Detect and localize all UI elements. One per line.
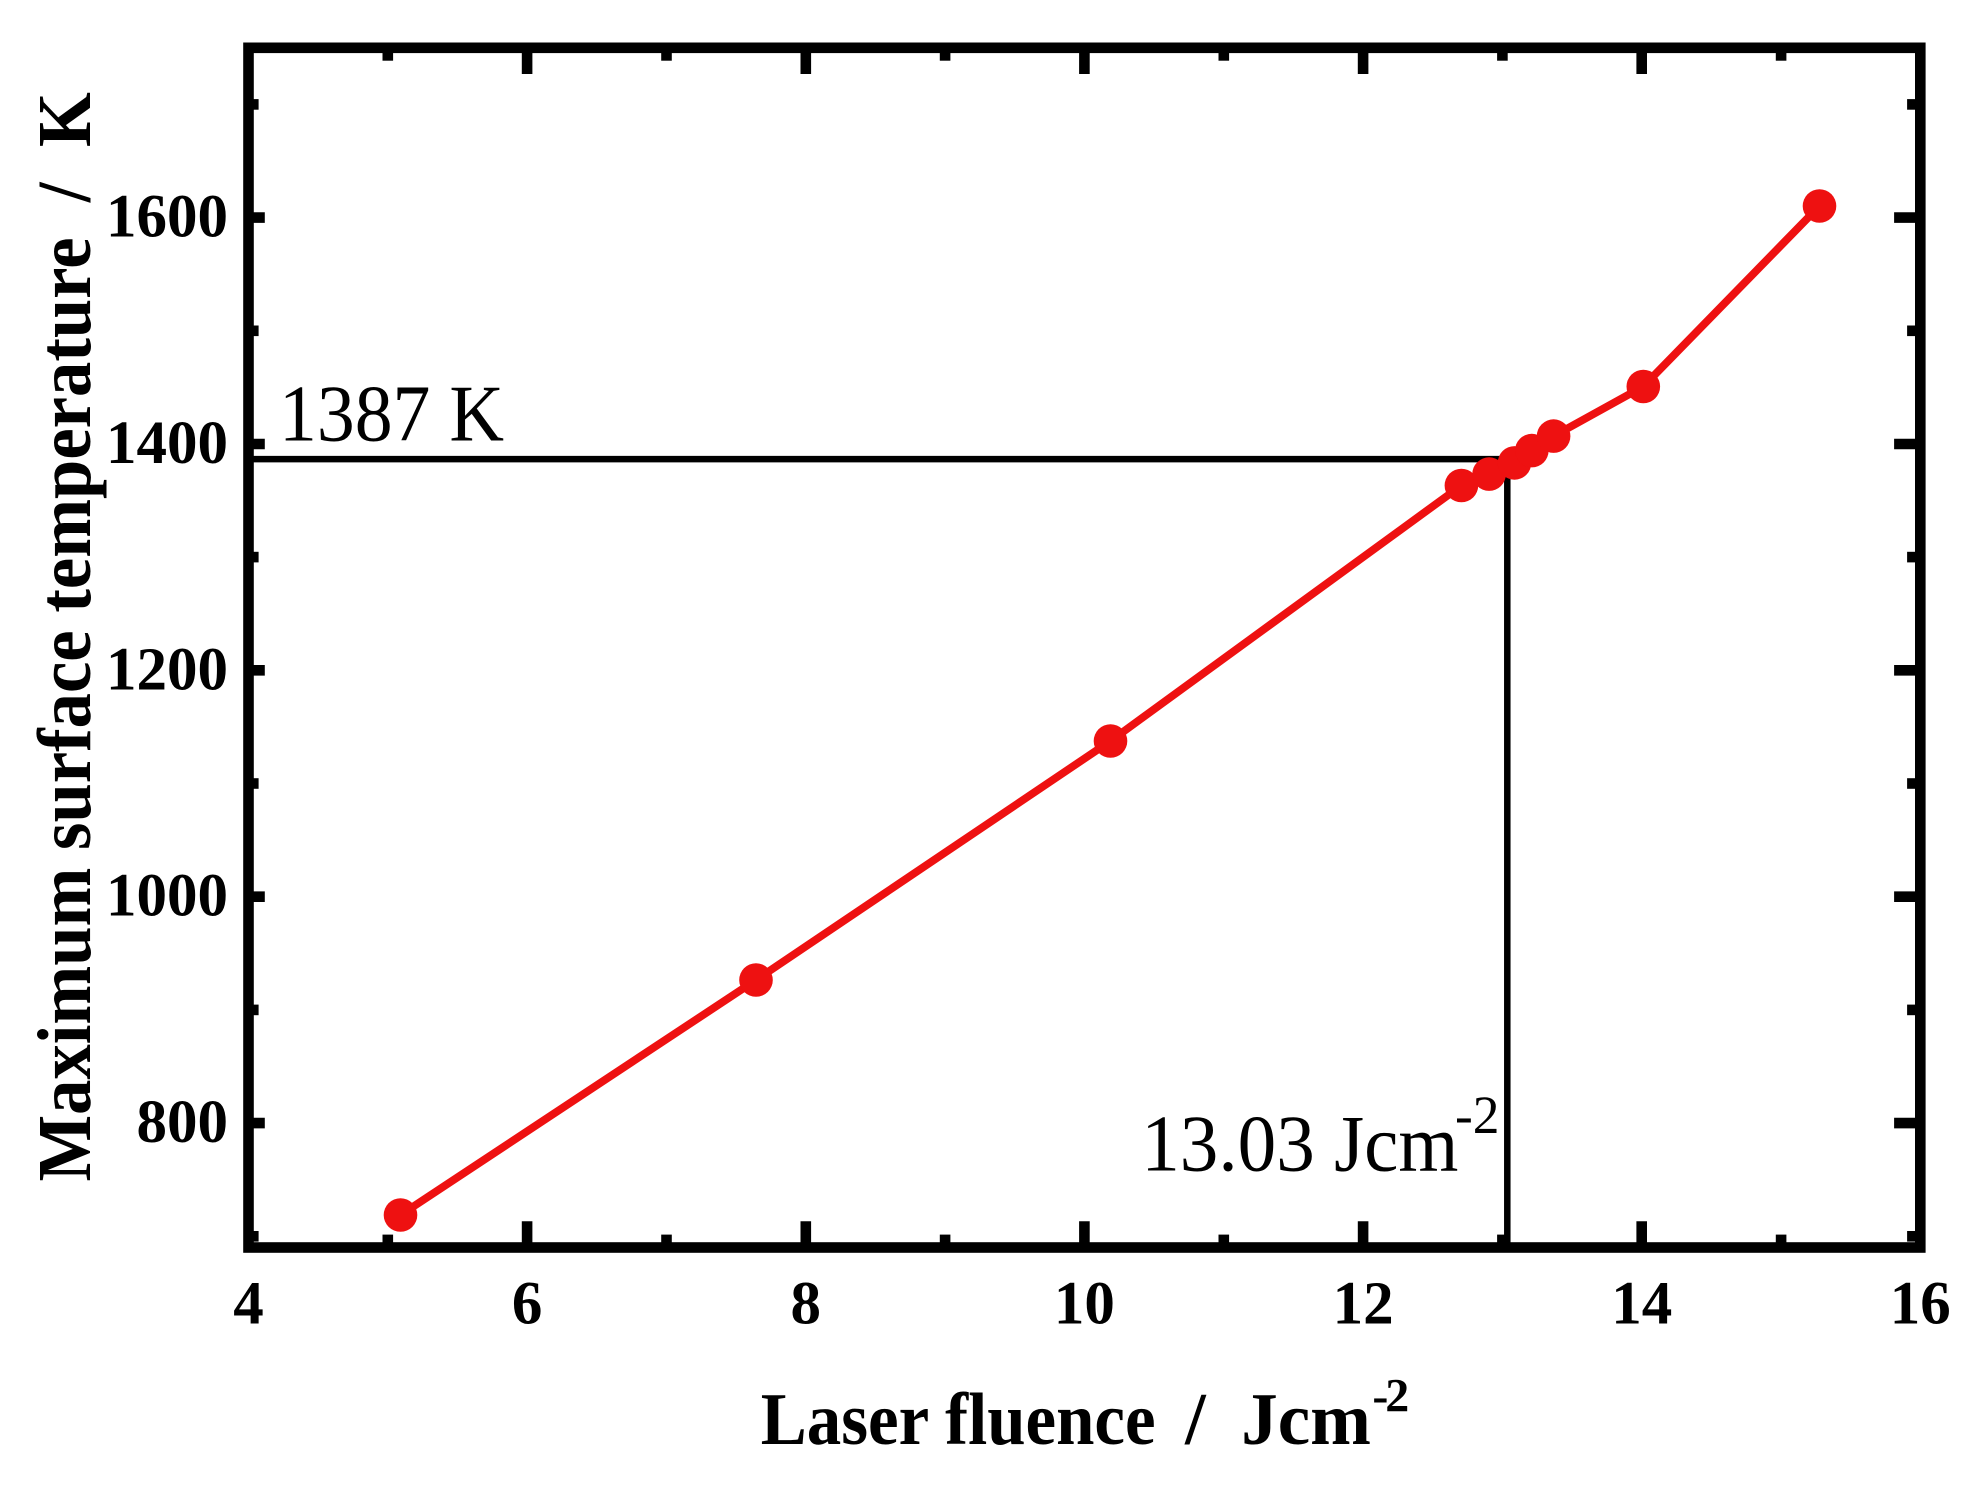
svg-text:Maximum surface temperature /: Maximum surface temperature / K (23, 92, 107, 1181)
svg-text:-2: -2 (1372, 1370, 1409, 1423)
svg-text:4: 4 (233, 1270, 264, 1337)
svg-text:Laser fluence: Laser fluence (761, 1379, 1156, 1461)
svg-text:1200: 1200 (106, 636, 228, 703)
svg-text:13.03 Jcm: 13.03 Jcm (1141, 1101, 1458, 1189)
svg-text:6: 6 (512, 1270, 543, 1337)
svg-text:800: 800 (137, 1089, 229, 1156)
svg-text:1400: 1400 (106, 410, 228, 477)
svg-text:16: 16 (1890, 1270, 1951, 1337)
svg-text:8: 8 (791, 1270, 822, 1337)
svg-text:10: 10 (1054, 1270, 1115, 1337)
svg-text:12: 12 (1333, 1270, 1394, 1337)
svg-text:1600: 1600 (106, 184, 228, 251)
svg-text:1387 K: 1387 K (279, 371, 504, 459)
svg-text:/: / (1184, 1379, 1207, 1461)
svg-text:1000: 1000 (106, 863, 228, 930)
svg-text:Jcm: Jcm (1241, 1379, 1371, 1461)
svg-text:14: 14 (1611, 1270, 1672, 1337)
svg-text:-2: -2 (1455, 1085, 1500, 1145)
